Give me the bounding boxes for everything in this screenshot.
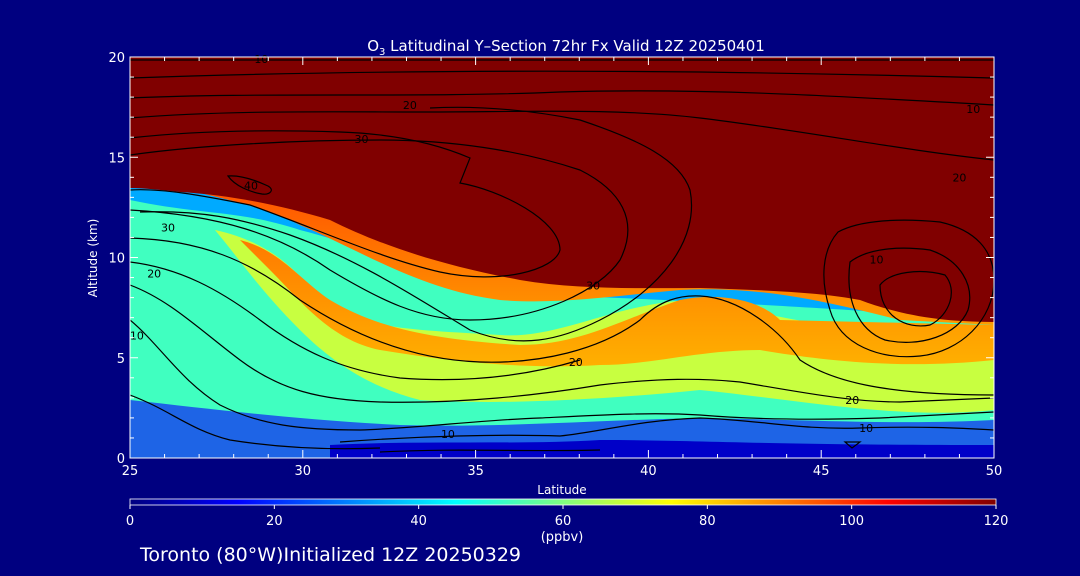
contour-label: 10: [441, 428, 455, 441]
y-tick-label: 0: [117, 452, 125, 467]
contour-line: [130, 130, 561, 278]
colorbar-tick-label: 60: [555, 514, 572, 529]
y-tick-label: 15: [108, 151, 125, 166]
colorbar-tick-label: 20: [266, 514, 283, 529]
contour-label: 30: [355, 133, 369, 146]
colorbar-tick-label: 40: [410, 514, 427, 529]
colorbar-tick-label: 0: [126, 514, 134, 529]
contour-label: 30: [161, 221, 175, 234]
y-tick-label: 10: [108, 252, 125, 267]
contour-label: 10: [966, 103, 980, 116]
contour-line: [130, 284, 994, 403]
x-axis-label: Latitude: [537, 483, 586, 497]
contour-label: 20: [845, 394, 859, 407]
colorbar-tick-label: 80: [699, 514, 716, 529]
contour-labels: 30 20 10 10 20 30 40 30 20 10 10 20 10 20 10: [130, 53, 980, 441]
contour-label: 10: [869, 254, 883, 267]
footer-location-init: Toronto (80°W)Initialized 12Z 20250329: [139, 544, 521, 566]
contour-line: [130, 110, 994, 161]
y-tick-label: 5: [117, 352, 125, 367]
x-tick-label: 35: [467, 464, 484, 479]
x-tick-label: 50: [986, 464, 1003, 479]
contour-line: [226, 175, 272, 195]
contour-line: [130, 70, 994, 79]
contour-label: 10: [859, 422, 873, 435]
colorbar-units: (ppbv): [541, 530, 584, 545]
colorbar-ticks: 0 20 40 60 80 100 120: [126, 505, 1009, 529]
contour-line: [130, 261, 581, 381]
contour-label: 20: [952, 171, 966, 184]
colorbar: [129, 498, 997, 506]
contour-line: [379, 449, 601, 453]
x-tick-label: 30: [295, 464, 312, 479]
contour-label: 20: [403, 99, 417, 112]
contour-line: [879, 270, 952, 327]
contour-line: [139, 106, 692, 342]
contour-line: [130, 237, 994, 396]
x-axis: 25 30 35 40 45 50: [122, 57, 1003, 479]
title-text: Latitudinal Y–Section 72hr Fx Valid 12Z …: [385, 37, 764, 55]
contour-line: [339, 417, 994, 443]
contour-label: 30: [586, 280, 600, 293]
colorbar-tick-label: 100: [839, 514, 864, 529]
y-axis: 0 5 10 15 20: [108, 51, 994, 467]
contour-line: [130, 394, 381, 450]
contour-label: 40: [244, 179, 258, 192]
contour-label: 20: [569, 356, 583, 369]
x-tick-label: 45: [813, 464, 830, 479]
contour-lines: [130, 58, 994, 453]
title-species: O: [367, 37, 379, 55]
title-species-subscript: 3: [379, 47, 385, 58]
contour-line: [843, 441, 862, 449]
contour-line: [823, 219, 994, 358]
contour-line: [130, 319, 994, 431]
colorbar-tick-label: 120: [984, 514, 1009, 529]
contour-label: 20: [147, 268, 161, 281]
x-tick-label: 40: [640, 464, 657, 479]
x-tick-label: 25: [122, 464, 139, 479]
contour-line: [130, 90, 994, 106]
y-tick-label: 20: [108, 51, 125, 66]
contour-label: 10: [254, 53, 268, 66]
contour-label: 10: [130, 330, 144, 343]
chart-title: O3 Latitudinal Y–Section 72hr Fx Valid 1…: [367, 37, 765, 58]
y-axis-label: Altitude (km): [86, 219, 100, 298]
contour-line: [130, 139, 629, 321]
contour-line: [848, 247, 971, 343]
